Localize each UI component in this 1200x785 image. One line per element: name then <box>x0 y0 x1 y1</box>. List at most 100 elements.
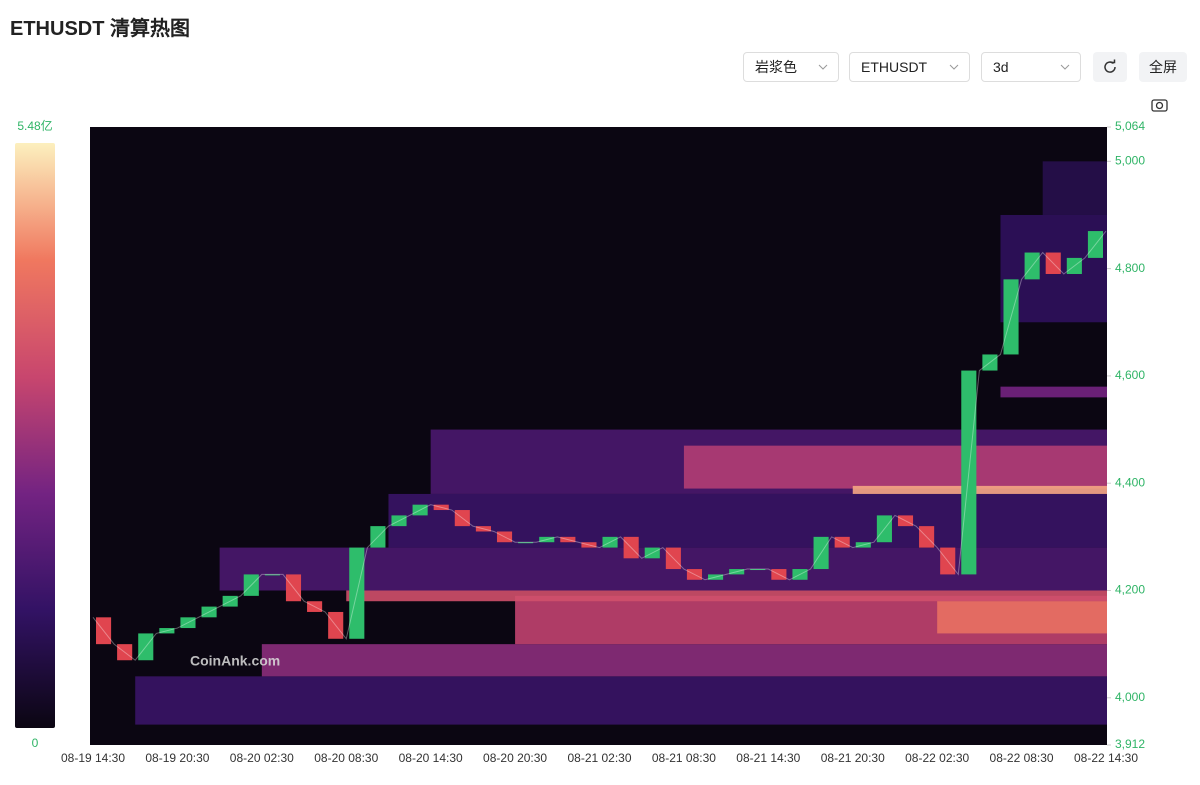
x-tick-label: 08-20 08:30 <box>314 751 378 765</box>
candle <box>433 504 449 511</box>
x-tick-label: 08-21 08:30 <box>652 751 716 765</box>
candle <box>96 617 112 645</box>
refresh-button[interactable] <box>1093 52 1127 82</box>
candle <box>665 547 681 570</box>
candle <box>1003 279 1019 355</box>
x-tick-label: 08-21 14:30 <box>736 751 800 765</box>
candle <box>412 504 428 516</box>
heatmap <box>135 161 1108 725</box>
heat-band <box>219 547 1107 591</box>
fullscreen-button[interactable]: 全屏 <box>1139 52 1187 82</box>
candle <box>560 536 576 543</box>
y-tick-label: 3,912 <box>1115 737 1145 751</box>
candle <box>602 536 618 548</box>
camera-icon[interactable] <box>1151 99 1168 112</box>
chevron <box>1060 64 1070 70</box>
heat-band <box>388 493 1107 548</box>
colorbar-label: 5.48亿 <box>17 118 52 133</box>
candle <box>834 536 850 548</box>
candle <box>813 536 829 570</box>
candle <box>496 531 513 543</box>
candle <box>539 536 555 543</box>
x-tick-label: 08-20 14:30 <box>399 751 463 765</box>
candle <box>307 601 323 612</box>
heat-band <box>430 429 1108 494</box>
colorbar-label: 0 <box>32 736 39 750</box>
candle <box>940 547 956 575</box>
x-tick-label: 08-21 02:30 <box>567 751 631 765</box>
y-tick-label: 4,000 <box>1115 690 1145 704</box>
candle <box>982 354 998 371</box>
range-select-label: 3d <box>993 59 1009 75</box>
candle <box>243 574 259 596</box>
heat-band <box>1000 214 1107 323</box>
candle <box>117 644 133 661</box>
candle <box>518 542 534 544</box>
candle <box>201 606 217 618</box>
y-tick-label: 4,600 <box>1115 368 1145 382</box>
heat-band <box>346 590 1107 602</box>
heat-band <box>1000 386 1107 398</box>
candle <box>686 569 703 580</box>
colorbar <box>15 143 55 728</box>
candle <box>1024 252 1040 280</box>
x-tick-label: 08-22 08:30 <box>990 751 1054 765</box>
candle <box>454 510 470 527</box>
y-tick-label: 4,400 <box>1115 475 1145 489</box>
heat-band <box>683 445 1107 489</box>
x-tick-label: 08-22 02:30 <box>905 751 969 765</box>
x-tick-label: 08-19 14:30 <box>61 751 125 765</box>
y-tick-label: 5,064 <box>1115 119 1145 133</box>
price-line <box>92 230 1107 661</box>
candle <box>222 595 238 607</box>
refresh-icon <box>1104 59 1116 73</box>
candle <box>264 574 280 576</box>
heat-band <box>937 601 1107 634</box>
candle <box>876 515 892 543</box>
x-tick-label: 08-22 14:30 <box>1074 751 1138 765</box>
chevron <box>949 64 959 70</box>
candle <box>328 611 344 639</box>
candle <box>1066 257 1082 274</box>
symbol-select-label: ETHUSDT <box>861 59 928 75</box>
candle <box>792 569 808 580</box>
fullscreen-label: 全屏 <box>1149 59 1177 75</box>
candle <box>961 370 977 575</box>
y-tick-label: 4,200 <box>1115 583 1145 597</box>
candle <box>349 547 365 639</box>
candle <box>750 569 766 571</box>
heat-band <box>852 485 1107 494</box>
page-title: ETHUSDT 清算热图 <box>10 18 190 40</box>
y-tick-label: 5,000 <box>1115 154 1145 168</box>
candle <box>771 569 787 580</box>
candle <box>159 628 175 634</box>
symbol-select[interactable]: ETHUSDT <box>849 52 970 82</box>
x-tick-label: 08-20 20:30 <box>483 751 547 765</box>
x-tick-label: 08-19 20:30 <box>145 751 209 765</box>
candle <box>138 633 154 661</box>
color-select-label: 岩浆色 <box>755 59 797 75</box>
candle <box>897 515 914 527</box>
candle <box>581 542 597 548</box>
candle <box>729 569 745 575</box>
candle <box>919 526 935 548</box>
candle <box>1087 231 1103 258</box>
chevron <box>818 64 828 70</box>
candle <box>180 617 196 629</box>
heat-band <box>1042 161 1107 215</box>
watermark: CoinAnk.com <box>190 653 280 669</box>
x-tick-label: 08-21 20:30 <box>821 751 885 765</box>
candle <box>1045 252 1061 274</box>
candle <box>855 542 871 548</box>
candle <box>644 547 660 559</box>
candle <box>391 515 407 527</box>
candle <box>285 574 302 602</box>
range-select[interactable]: 3d <box>981 52 1081 82</box>
heat-band <box>135 676 1108 725</box>
color-select[interactable]: 岩浆色 <box>743 52 839 82</box>
heat-band <box>261 644 1107 677</box>
candle <box>475 526 491 532</box>
candle <box>370 526 386 548</box>
